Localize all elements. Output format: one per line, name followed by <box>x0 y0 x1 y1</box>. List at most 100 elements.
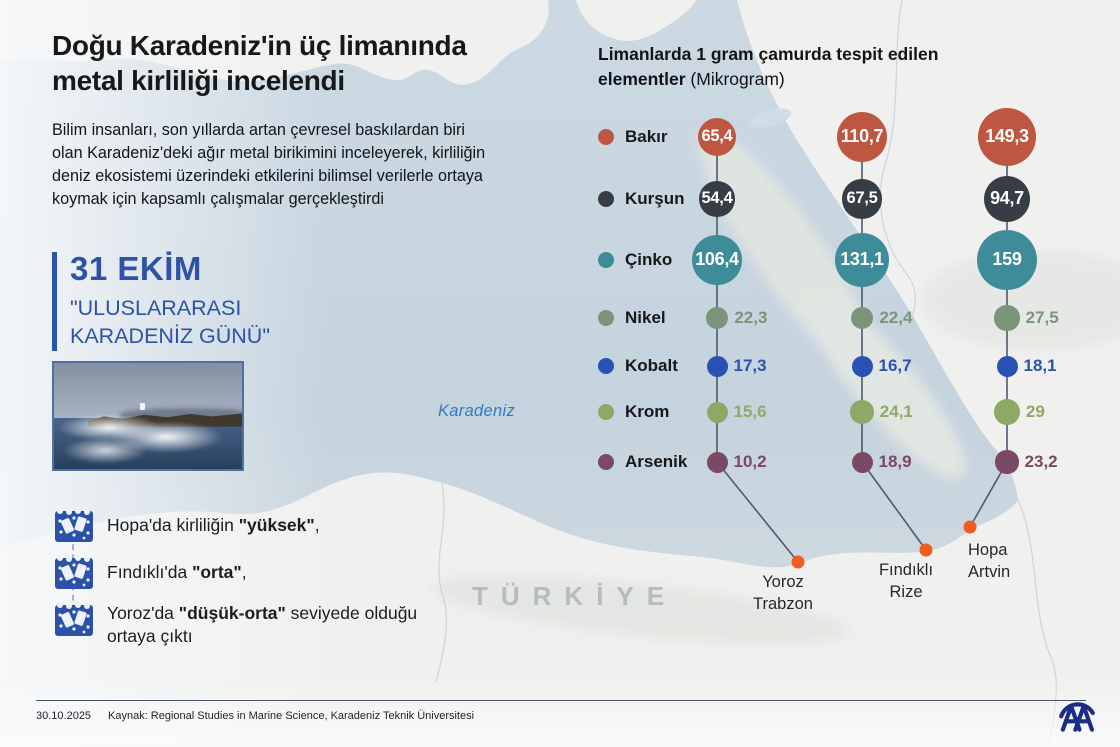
value-label: 15,6 <box>733 402 767 421</box>
bubble-krom-hopa <box>994 399 1020 425</box>
legend-item-krom: Krom <box>598 401 669 423</box>
legend-item-arsenik: Arsenik <box>598 451 687 473</box>
legend-color-dot <box>598 310 614 326</box>
bubble-arsenik-yoroz <box>706 451 728 473</box>
port-region: Rize <box>889 582 923 601</box>
finding-text: Hopa'da kirliliğin "yüksek", <box>107 514 320 535</box>
port-label-fındıklı: Fındıklı Rize <box>879 560 933 604</box>
value-label: 29 <box>1025 402 1045 421</box>
legend-item-kurşun: Kurşun <box>598 188 685 210</box>
legend-label: Kurşun <box>625 189 685 208</box>
findings-list: Hopa'da kirliliğin "yüksek", Fındıklı'da… <box>55 508 435 661</box>
value-label: 22,3 <box>734 308 768 327</box>
bubble-çinko-yoroz: 106,4 <box>692 235 742 285</box>
value-label: 131,1 <box>840 249 884 270</box>
aa-agency-logo <box>1059 702 1095 732</box>
intro-paragraph: Bilim insanları, son yıllarda artan çevr… <box>52 121 486 209</box>
port-region: Artvin <box>968 562 1011 581</box>
footer-source: Kaynak: Regional Studies in Marine Scien… <box>108 710 475 722</box>
port-label-hopa: Hopa Artvin <box>968 540 1010 584</box>
event-accent-bar <box>52 252 57 351</box>
bubble-kurşun-yoroz: 54,4 <box>699 181 735 217</box>
chart-title-main: Limanlarda 1 gram çamurda tespit edilen … <box>598 44 939 90</box>
legend-item-nikel: Nikel <box>598 307 666 329</box>
legend-color-dot <box>598 191 614 207</box>
finding-item-findikli: Fındıklı'da "orta", <box>55 555 435 589</box>
legend-color-dot <box>598 358 614 374</box>
footer-date: 30.10.2025 <box>36 710 92 722</box>
value-label: 67,5 <box>846 189 878 208</box>
sea-photo <box>52 361 244 471</box>
port-label-yoroz: Yoroz Trabzon <box>753 572 813 616</box>
event-date: 31 EKİM <box>70 250 202 287</box>
finding-text: Yoroz'da "düşük-orta" seviyede olduğu or… <box>107 603 418 646</box>
bubble-nikel-yoroz <box>705 306 729 330</box>
value-label: 149,3 <box>985 126 1029 147</box>
bubble-çinko-hopa: 159 <box>976 229 1038 291</box>
lake <box>748 108 792 128</box>
finding-item-hopa: Hopa'da kirliliğin "yüksek", <box>55 508 435 542</box>
legend-color-dot <box>598 454 614 470</box>
bubble-kobalt-yoroz <box>706 355 728 377</box>
value-label: 18,9 <box>878 452 912 471</box>
country-label: TÜRKİYE <box>472 581 678 611</box>
value-label: 18,1 <box>1023 356 1057 375</box>
legend-label: Nikel <box>625 308 666 327</box>
land-kerch <box>576 0 696 41</box>
value-label: 94,7 <box>990 188 1024 209</box>
bubble-kobalt-fındıklı <box>851 355 873 377</box>
legend-color-dot <box>598 129 614 145</box>
bubble-bakır-fındıklı: 110,7 <box>836 111 888 163</box>
bubble-kurşun-hopa: 94,7 <box>983 175 1031 223</box>
event-block: 31 EKİM "ULUSLARARASI KARADENİZ GÜNÜ" <box>52 250 285 351</box>
value-label: 65,4 <box>701 127 733 146</box>
photo-lighthouse <box>140 403 146 411</box>
page-title: Doğu Karadeniz'in üç limanında metal kir… <box>52 30 467 97</box>
chart-title-unit: (Mikrogram) <box>690 69 785 90</box>
pollution-icon <box>55 555 93 589</box>
chart-title: Limanlarda 1 gram çamurda tespit edilen … <box>598 42 970 93</box>
bubble-arsenik-hopa <box>995 450 1019 474</box>
value-label: 27,5 <box>1025 308 1059 327</box>
event-name: "ULUSLARARASI KARADENİZ GÜNÜ" <box>70 295 270 349</box>
bubble-krom-fındıklı <box>850 400 874 424</box>
port-name: Yoroz <box>762 573 804 591</box>
value-label: 16,7 <box>878 356 912 375</box>
bubble-çinko-fındıklı: 131,1 <box>834 232 890 288</box>
port-name: Hopa <box>968 541 1008 559</box>
value-label: 10,2 <box>733 452 767 471</box>
port-region: Trabzon <box>753 594 813 613</box>
value-label: 23,2 <box>1024 452 1058 471</box>
legend-label: Arsenik <box>625 452 688 471</box>
value-label: 22,4 <box>879 308 913 327</box>
bubble-nikel-fındıklı <box>850 306 874 330</box>
footer-divider <box>36 700 1086 701</box>
finding-item-yoroz: Yoroz'da "düşük-orta" seviyede olduğu or… <box>55 602 435 648</box>
value-label: 159 <box>992 249 1022 270</box>
value-label: 17,3 <box>733 356 767 375</box>
pollution-icon <box>55 508 93 542</box>
bubble-krom-yoroz <box>706 401 728 423</box>
legend-item-bakır: Bakır <box>598 126 668 148</box>
bubble-arsenik-fındıklı <box>851 451 873 473</box>
bubble-nikel-hopa <box>994 305 1020 331</box>
legend-color-dot <box>598 404 614 420</box>
bubble-bakır-yoroz: 65,4 <box>697 117 737 157</box>
pollution-icon <box>55 602 93 636</box>
photo-wave-foam <box>63 437 148 464</box>
value-label: 24,1 <box>879 402 913 421</box>
port-name: Fındıklı <box>878 561 934 579</box>
legend-label: Bakır <box>625 127 668 146</box>
legend-item-çinko: Çinko <box>598 249 672 271</box>
legend-label: Krom <box>625 402 670 421</box>
bubble-bakır-hopa: 149,3 <box>977 107 1037 167</box>
finding-text: Fındıklı'da "orta", <box>107 561 247 582</box>
legend-color-dot <box>598 252 614 268</box>
bubble-kurşun-fındıklı: 67,5 <box>842 179 882 219</box>
sea-label: Karadeniz <box>438 402 515 420</box>
bubble-kobalt-hopa <box>996 355 1018 377</box>
legend-label: Kobalt <box>625 356 678 375</box>
value-label: 110,7 <box>840 126 884 147</box>
legend-item-kobalt: Kobalt <box>598 355 678 377</box>
